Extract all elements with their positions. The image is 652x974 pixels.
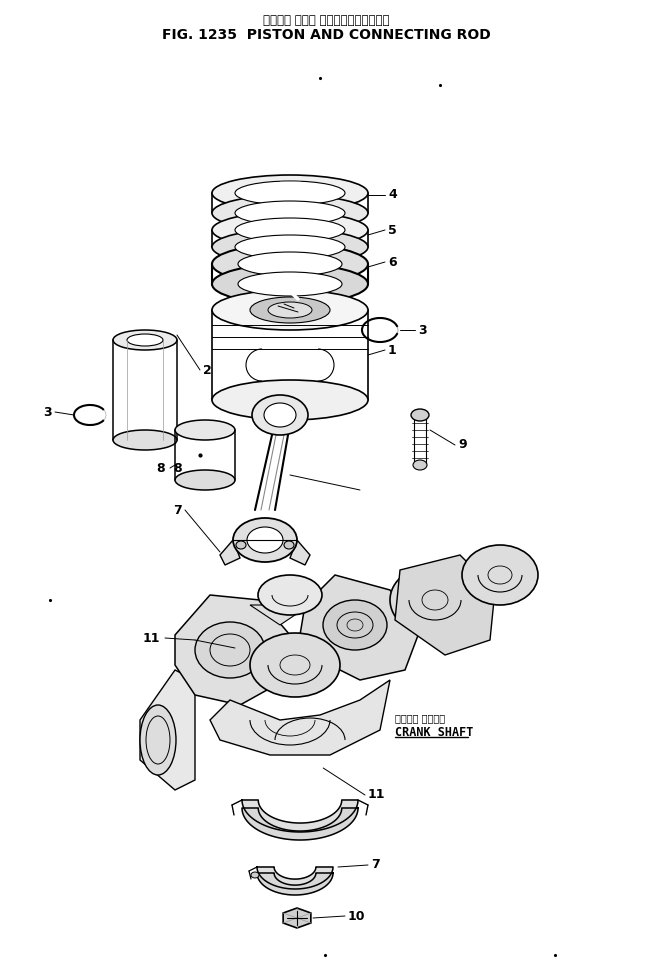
Ellipse shape [235,218,345,242]
Ellipse shape [238,252,342,276]
Ellipse shape [284,541,294,549]
Text: 1: 1 [388,344,397,356]
Ellipse shape [258,575,322,615]
Text: 5: 5 [388,223,397,237]
Polygon shape [257,873,333,895]
Polygon shape [175,595,290,705]
Ellipse shape [140,705,176,775]
Ellipse shape [235,201,345,225]
Ellipse shape [251,872,259,878]
Ellipse shape [390,565,480,635]
Polygon shape [300,575,420,680]
Ellipse shape [212,264,368,304]
Text: 10: 10 [348,910,366,922]
Ellipse shape [175,420,235,440]
Polygon shape [257,867,333,889]
Text: ピストン および コネクティングロッド: ピストン および コネクティングロッド [263,14,389,27]
Ellipse shape [212,212,368,248]
Ellipse shape [247,527,283,553]
Ellipse shape [212,244,368,284]
Ellipse shape [250,297,330,323]
Ellipse shape [235,181,345,205]
Text: 3: 3 [418,323,426,336]
Text: クランク シャフト: クランク シャフト [395,713,445,723]
Ellipse shape [212,175,368,211]
Ellipse shape [235,235,345,259]
Polygon shape [290,540,310,565]
Ellipse shape [127,334,163,346]
Text: 4: 4 [388,189,397,202]
Polygon shape [210,680,390,755]
Text: 11: 11 [143,631,160,645]
Text: 8: 8 [156,462,165,474]
Polygon shape [283,908,311,928]
Text: 8: 8 [173,462,182,474]
Polygon shape [242,800,358,832]
Ellipse shape [212,290,368,330]
Text: 2: 2 [203,363,212,377]
Ellipse shape [175,470,235,490]
Text: 11: 11 [368,789,385,802]
Ellipse shape [250,633,340,697]
Text: 7: 7 [371,858,379,872]
Ellipse shape [413,460,427,470]
Ellipse shape [252,395,308,435]
Ellipse shape [212,380,368,420]
Ellipse shape [212,195,368,231]
Ellipse shape [268,302,312,318]
Text: 6: 6 [388,255,396,269]
Ellipse shape [323,600,387,650]
Polygon shape [242,808,358,840]
Text: 9: 9 [458,438,467,452]
Ellipse shape [411,409,429,421]
Ellipse shape [238,272,342,296]
Polygon shape [140,670,195,790]
Ellipse shape [264,403,296,427]
Text: 3: 3 [44,405,52,419]
Ellipse shape [113,330,177,350]
Text: FIG. 1235  PISTON AND CONNECTING ROD: FIG. 1235 PISTON AND CONNECTING ROD [162,28,490,42]
Ellipse shape [236,541,246,549]
Ellipse shape [113,430,177,450]
Ellipse shape [233,518,297,562]
Text: CRANK SHAFT: CRANK SHAFT [395,727,473,739]
Ellipse shape [462,545,538,605]
Ellipse shape [195,622,265,678]
Text: 7: 7 [173,504,182,516]
Polygon shape [395,555,495,655]
Polygon shape [220,540,240,565]
Ellipse shape [212,229,368,265]
Polygon shape [250,605,310,625]
